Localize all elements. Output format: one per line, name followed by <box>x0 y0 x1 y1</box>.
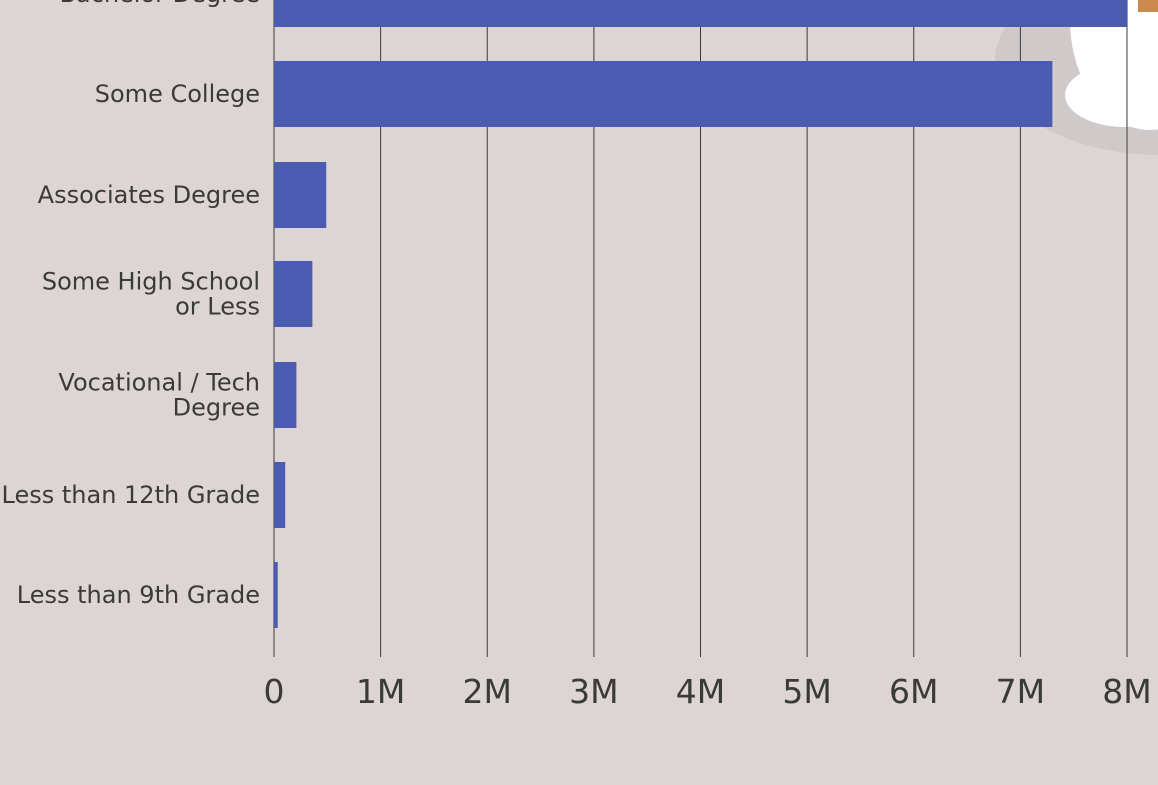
category-label: Some High School <box>42 268 260 296</box>
x-tick-label: 6M <box>889 672 938 711</box>
bar <box>274 562 278 628</box>
x-tick-label: 1M <box>356 672 405 711</box>
bar <box>274 261 313 327</box>
bar <box>274 462 286 528</box>
x-tick-label: 7M <box>996 672 1045 711</box>
bar <box>274 61 1053 127</box>
bar <box>274 362 297 428</box>
category-label: Bachelor Degree <box>59 0 260 8</box>
x-tick-label: 8M <box>1102 672 1151 711</box>
x-tick-label: 4M <box>676 672 725 711</box>
category-label: Degree <box>173 394 260 422</box>
x-tick-label: 0 <box>264 672 285 711</box>
x-tick-label: 3M <box>569 672 618 711</box>
x-tick-label: 2M <box>463 672 512 711</box>
bars <box>274 0 1127 628</box>
x-axis-tick-labels: 0 1M 2M 3M 4M 5M 6M 7M 8M <box>264 672 1152 711</box>
category-label: Less than 12th Grade <box>2 481 260 509</box>
bar <box>274 0 1127 27</box>
category-labels: Bachelor Degree Some College Associates De… <box>2 0 260 609</box>
category-label: Less than 9th Grade <box>17 581 260 609</box>
x-tick-label: 5M <box>782 672 831 711</box>
bar <box>274 162 327 228</box>
category-label: Vocational / Tech <box>58 369 260 397</box>
category-label: Associates Degree <box>38 181 260 209</box>
category-label: or Less <box>175 293 260 321</box>
category-label: Some College <box>95 80 260 108</box>
